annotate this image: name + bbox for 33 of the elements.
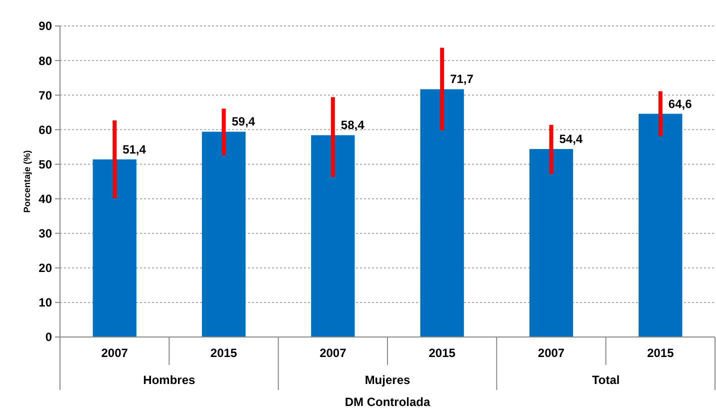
- data-label: 54,4: [559, 132, 583, 146]
- x-tick-label: 2007: [320, 346, 347, 360]
- x-tick-label: 2007: [538, 346, 565, 360]
- y-tick-label: 70: [38, 88, 52, 102]
- data-label: 64,6: [668, 96, 692, 111]
- y-tick-label: 40: [38, 192, 52, 206]
- data-label: 59,4: [232, 114, 256, 129]
- bar: [92, 159, 136, 337]
- y-tick-label: 50: [38, 157, 52, 172]
- text: Mujeres: [364, 373, 410, 387]
- y-tick-label: 10: [38, 296, 52, 310]
- data-label: 71,7: [450, 72, 474, 86]
- bar: [638, 114, 682, 337]
- x-axis-title: DM Controlada: [344, 395, 430, 409]
- x-tick-label: 2015: [210, 346, 238, 360]
- y-tick-label: 20: [38, 261, 52, 276]
- text: Total: [592, 373, 620, 387]
- text: Hombres: [143, 373, 196, 387]
- data-label: 51,4: [122, 142, 146, 156]
- y-tick-label: 60: [38, 122, 52, 137]
- y-tick-label: 0: [45, 330, 52, 344]
- bar: [529, 149, 574, 337]
- y-tick-label: 80: [38, 54, 52, 68]
- y-axis-title: Porcentaje (%): [22, 150, 32, 213]
- bar: [311, 135, 355, 337]
- bar: [202, 132, 246, 337]
- x-tick-label: 2007: [101, 346, 128, 360]
- x-tick-label: 2015: [428, 346, 456, 360]
- y-tick-label: 30: [38, 226, 52, 241]
- data-label: 58,4: [340, 118, 365, 132]
- y-tick-label: 90: [38, 19, 52, 34]
- bar: [420, 89, 464, 337]
- x-tick-label: 2015: [647, 346, 674, 360]
